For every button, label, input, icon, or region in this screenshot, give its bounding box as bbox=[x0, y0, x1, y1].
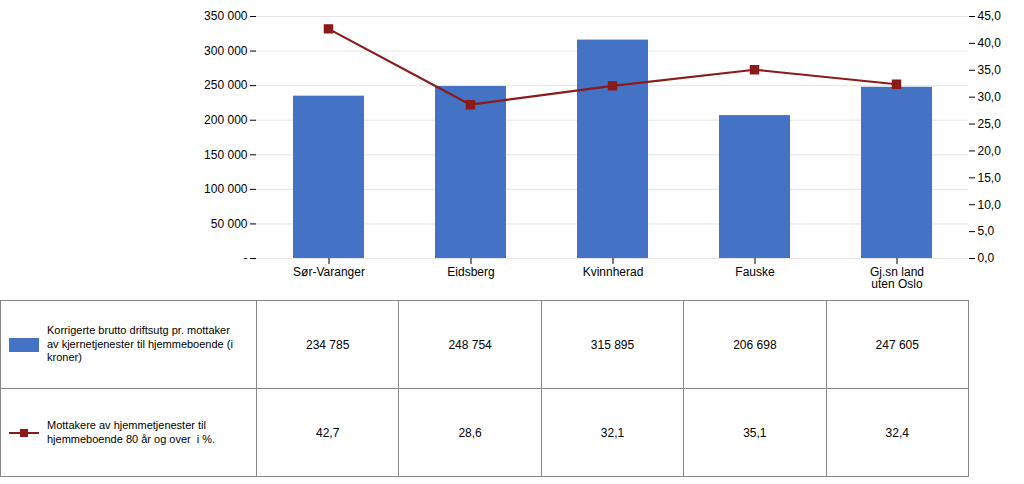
html-text:234 785: 234 785 bbox=[306, 337, 350, 352]
svg-text:150 000: 150 000 bbox=[204, 148, 248, 162]
svg-text:Eidsberg: Eidsberg bbox=[447, 265, 494, 279]
html-text:Korrigerte brutto driftsutg pr: Korrigerte brutto driftsutg pr. mottaker… bbox=[47, 323, 233, 364]
svg-text:Fauske: Fauske bbox=[735, 265, 775, 279]
svg-text:300 000: 300 000 bbox=[204, 44, 248, 58]
svg-text:5,0: 5,0 bbox=[978, 224, 995, 238]
svg-text:Gj.sn landuten Oslo: Gj.sn landuten Oslo bbox=[870, 265, 924, 291]
svg-text:10,0: 10,0 bbox=[978, 198, 1002, 212]
html-text:Mottakere av hjemmetjenester t: Mottakere av hjemmetjenester til hjemmeb… bbox=[47, 418, 216, 445]
svg-text:45,0: 45,0 bbox=[978, 9, 1002, 23]
svg-text:35,0: 35,0 bbox=[978, 63, 1002, 77]
html-text:315 895: 315 895 bbox=[590, 337, 635, 352]
html-text:32,1: 32,1 bbox=[600, 425, 625, 440]
svg-text:30,0: 30,0 bbox=[978, 90, 1002, 104]
svg-text:Kvinnherad: Kvinnherad bbox=[583, 265, 644, 279]
svg-text:0,0: 0,0 bbox=[978, 251, 995, 265]
svg-text:Sør-Varanger: Sør-Varanger bbox=[293, 265, 365, 279]
svg-text:40,0: 40,0 bbox=[978, 36, 1002, 50]
html-text:35,1: 35,1 bbox=[743, 425, 767, 440]
html-text:247 605: 247 605 bbox=[875, 337, 919, 352]
svg-text:20,0: 20,0 bbox=[978, 144, 1002, 158]
html-text:28,6: 28,6 bbox=[458, 425, 482, 440]
svg-text:-: - bbox=[244, 251, 248, 265]
svg-text:200 000: 200 000 bbox=[204, 113, 248, 127]
html-text:206 698: 206 698 bbox=[733, 337, 777, 352]
html-text:32,4: 32,4 bbox=[885, 425, 909, 440]
svg-text:15,0: 15,0 bbox=[978, 171, 1002, 185]
svg-text:350 000: 350 000 bbox=[204, 9, 248, 23]
html-text:42,7: 42,7 bbox=[316, 425, 340, 440]
html-text:248 754: 248 754 bbox=[448, 337, 492, 352]
svg-text:25,0: 25,0 bbox=[978, 117, 1002, 131]
svg-text:50 000: 50 000 bbox=[211, 217, 248, 231]
svg-text:250 000: 250 000 bbox=[204, 78, 248, 92]
svg-text:100 000: 100 000 bbox=[204, 182, 248, 196]
